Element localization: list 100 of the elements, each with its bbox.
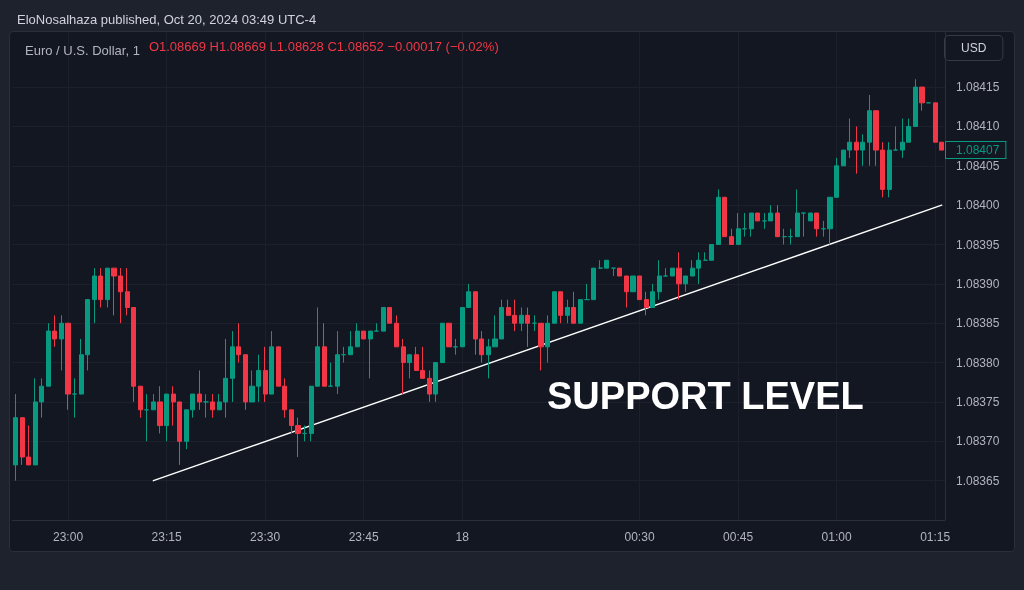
candlestick [657, 259, 662, 301]
candlestick [203, 393, 209, 419]
y-tick-label: 1.08385 [956, 316, 1000, 331]
candlestick [887, 141, 892, 198]
candlestick [663, 267, 668, 277]
candlestick [801, 212, 806, 238]
y-tick-label: 1.08415 [956, 80, 1000, 95]
candlestick [453, 338, 458, 356]
candlestick [302, 425, 307, 442]
y-tick-label: 1.08400 [956, 198, 1000, 213]
annotation: O1.08669 H1.08669 L1.08628 C1.08652 −0.00017 (−0.02%) [148, 38, 499, 54]
candlestick [736, 212, 741, 246]
candlestick [328, 362, 333, 387]
y-tick-label: 1.08380 [956, 355, 1000, 370]
candlestick [368, 330, 373, 379]
candlestick [98, 267, 103, 308]
candlestick [565, 299, 570, 324]
candlestick [860, 133, 865, 167]
candlestick [676, 251, 682, 301]
candlestick [670, 267, 675, 277]
candlestick [387, 306, 392, 324]
candlestick [630, 275, 636, 293]
candlestick [552, 291, 557, 324]
candlestick [46, 322, 51, 387]
candlestick [401, 338, 406, 395]
candlestick [355, 322, 360, 348]
x-tick-label: 01:00 [821, 530, 852, 544]
candlestick [52, 314, 57, 348]
candlestick [348, 330, 353, 356]
candlestick [105, 267, 110, 308]
candlestick [532, 314, 537, 332]
candlestick [919, 86, 925, 112]
x-tick-label: 23:15 [151, 530, 182, 544]
x-tick-label: 00:45 [723, 530, 754, 544]
candlestick [236, 322, 241, 364]
candlestick [151, 393, 156, 411]
candlestick [361, 330, 366, 340]
text: 1.08407 [956, 143, 1000, 158]
y-tick-label: 1.08375 [956, 394, 1000, 409]
x-tick-label: 00:30 [624, 530, 655, 544]
text: Euro / U.S. Dollar, 1 [25, 43, 140, 58]
candlestick [578, 299, 583, 324]
candlestick [92, 267, 97, 324]
candlestick [650, 283, 655, 308]
candlestick [525, 306, 530, 348]
y-tick-label: 1.08395 [956, 237, 1000, 252]
candlestick [263, 346, 268, 403]
candlestick [644, 291, 649, 316]
x-tick-label: 18 [455, 530, 470, 544]
candlestick [617, 267, 622, 277]
candlestick [322, 322, 327, 387]
candlestick [374, 322, 379, 332]
candlestick [230, 330, 235, 403]
candlestick [13, 393, 18, 482]
candlestick [611, 267, 616, 277]
candlestick [558, 291, 563, 324]
candlestick [538, 322, 544, 371]
candlestick [59, 314, 64, 371]
candlestick [269, 330, 274, 395]
candlestick [65, 322, 71, 411]
y-tick-label: 1.08410 [956, 119, 1000, 134]
candlestick [440, 322, 445, 364]
candlestick [519, 306, 524, 332]
candlestick [545, 314, 550, 364]
x-tick-label: 23:45 [348, 530, 379, 544]
candlestick [446, 322, 452, 348]
y-tick-label: 1.08370 [956, 434, 1000, 449]
candlestick [755, 212, 760, 222]
candlestick [729, 228, 734, 246]
candlestick [749, 212, 754, 238]
candlestick [433, 362, 438, 403]
candlestick [775, 204, 780, 238]
candlestick [394, 314, 399, 348]
candlestick [782, 228, 787, 246]
x-tick-label: 23:00 [53, 530, 84, 544]
candlestick [157, 385, 163, 434]
candlestick [138, 385, 143, 419]
annotation: SUPPORT LEVEL [547, 375, 864, 417]
x-tick-label: 01:15 [920, 530, 951, 544]
candlestick [335, 330, 340, 395]
y-axis-title: USD [961, 41, 987, 55]
candlestick [913, 78, 918, 127]
candlestick [716, 188, 721, 246]
candlestick [637, 275, 642, 301]
candlestick [624, 275, 629, 308]
candlestick [795, 188, 800, 238]
candlestick [210, 393, 215, 419]
candlestick [571, 291, 576, 324]
candlestick [427, 369, 432, 403]
candlestick [381, 306, 386, 332]
candlestick [814, 212, 819, 238]
candlestick [243, 354, 248, 411]
candlestick [808, 212, 813, 222]
candlestick [742, 212, 747, 238]
candlestick [341, 346, 346, 364]
x-tick-label: 23:30 [250, 530, 281, 544]
candlestick [144, 393, 149, 442]
candlestick [867, 94, 872, 167]
candlestick [407, 354, 412, 379]
candlestick [197, 369, 202, 411]
